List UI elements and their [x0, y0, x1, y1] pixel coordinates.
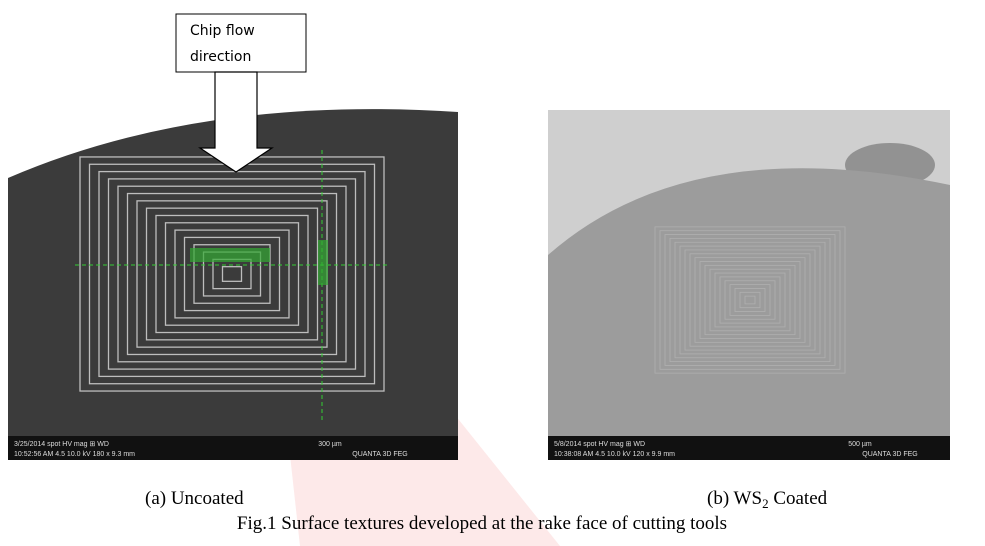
- figure-caption: Fig.1 Surface textures developed at the …: [237, 513, 727, 534]
- caption-part: Coated: [769, 488, 828, 509]
- panel-caption: (b) WS2 Coated: [707, 488, 828, 511]
- callout-text: Chip flow: [190, 23, 255, 39]
- sem-footer: 10:38:08 AM 4.5 10.0 kV 120 x 9.9 mm: [554, 451, 675, 458]
- sem-brand: QUANTA 3D FEG: [352, 451, 408, 458]
- sem-scale: 300 µm: [318, 441, 342, 448]
- sem-footer: 5/8/2014 spot HV mag ⊞ WD: [554, 441, 645, 448]
- sem-scale: 500 µm: [848, 441, 872, 448]
- callout-text: direction: [190, 49, 251, 65]
- caption-part: (b) WS: [707, 488, 762, 509]
- sem-footer: 3/25/2014 spot HV mag ⊞ WD: [14, 441, 109, 448]
- sem-brand: QUANTA 3D FEG: [862, 451, 918, 458]
- panel-caption: (a) Uncoated: [145, 488, 244, 509]
- sem-footer: 10:52:56 AM 4.5 10.0 kV 180 x 9.3 mm: [14, 451, 135, 458]
- figure-page: 3/25/2014 spot HV mag ⊞ WD 10:52:56 AM 4…: [0, 0, 985, 546]
- sem-image-b: 5/8/2014 spot HV mag ⊞ WD 10:38:08 AM 4.…: [548, 110, 950, 460]
